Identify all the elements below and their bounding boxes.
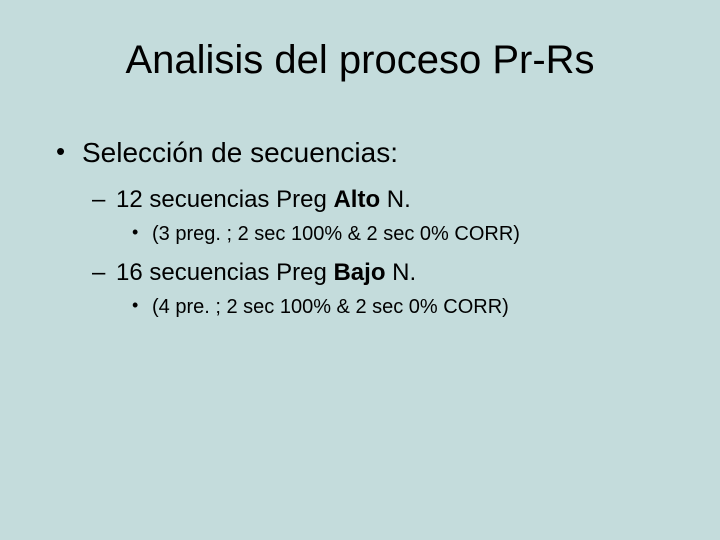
bullet-level2-item-2: 16 secuencias Preg Bajo N. [92,257,666,288]
bullet-level3-item-1: (3 preg. ; 2 sec 100% & 2 sec 0% CORR) [132,221,666,247]
text-seq12-post: N. [380,186,411,213]
text-bajo: Bajo [333,259,385,286]
text-seq12-pre: 12 secuencias Preg [116,186,333,213]
slide-title: Analisis del proceso Pr-Rs [0,38,720,83]
text-seq16-post: N. [385,259,416,286]
bullet-level3-item-2: (4 pre. ; 2 sec 100% & 2 sec 0% CORR) [132,294,666,320]
bullet-level2-item-1: 12 secuencias Preg Alto N. [92,184,666,215]
text-seq16-pre: 16 secuencias Preg [116,259,333,286]
bullet-level1: Selección de secuencias: [54,135,666,170]
text-alto: Alto [333,186,380,213]
slide-content: Selección de secuencias: 12 secuencias P… [54,135,666,330]
slide: Analisis del proceso Pr-Rs Selección de … [0,0,720,540]
